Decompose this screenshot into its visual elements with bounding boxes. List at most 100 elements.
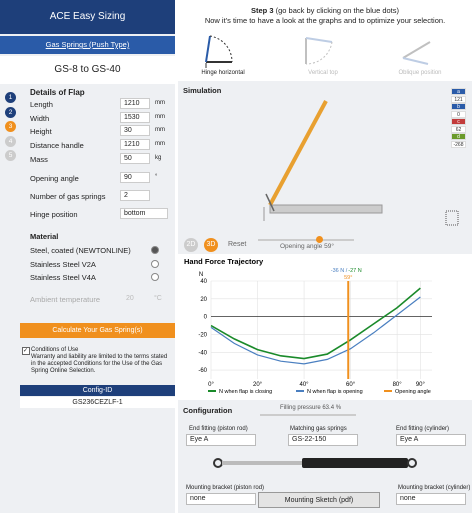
y-tick-label: -60	[198, 368, 207, 374]
field-input[interactable]: 90	[120, 172, 150, 183]
step-dot[interactable]: 1	[5, 92, 16, 103]
select-matching[interactable]: GS-22-150	[288, 434, 358, 446]
ambient-label: Ambient temperature	[30, 295, 101, 304]
x-tick-label: 80°	[393, 382, 403, 388]
material-label: Stainless Steel V4A	[30, 273, 96, 282]
annotation: -27 N	[348, 268, 361, 274]
field-label: Mounting bracket (piston rod)	[186, 485, 265, 491]
option[interactable]: Vertical top	[308, 70, 338, 76]
chart-title: Hand Force Trajectory	[184, 257, 264, 266]
slider-thumb[interactable]	[316, 236, 323, 243]
pressure-track[interactable]	[260, 414, 356, 416]
select-end-fitting-rod[interactable]: Eye A	[186, 434, 256, 446]
field-unit: mm	[155, 113, 165, 120]
field-label: End fitting (cylinder)	[396, 426, 450, 432]
force-chart: Hand Force Trajectory N 40 20 0 -20 -40 -60 0°…	[184, 257, 432, 395]
sidebar	[0, 0, 175, 513]
simulation-drawing	[263, 100, 459, 226]
field-label: Mass	[30, 154, 48, 164]
select-bracket-cyl[interactable]: none	[396, 493, 466, 505]
conditions-title[interactable]: Conditions of Use	[31, 347, 79, 353]
x-tick-label: 40°	[300, 382, 310, 388]
config-id-title: Config-ID	[20, 385, 175, 396]
field-unit: °	[155, 174, 158, 180]
legend-cell: 62	[451, 125, 466, 133]
app-title: ACE Easy Sizing	[0, 0, 175, 34]
conditions-text: Warranty and liability are limited to th…	[31, 354, 168, 374]
slider-track[interactable]	[258, 239, 354, 241]
calculate-button[interactable]: Calculate Your Gas Spring(s)	[20, 323, 175, 338]
option[interactable]: Hinge horizontal	[201, 70, 245, 76]
sketch-button[interactable]: Mounting Sketch (pdf)	[258, 492, 380, 508]
reset-button[interactable]: Reset	[228, 241, 247, 248]
field-input[interactable]: 50	[120, 152, 150, 164]
y-tick-label: 0	[204, 315, 208, 321]
x-tick-label: 90°	[416, 382, 426, 388]
force-line	[210, 296, 421, 365]
field-input[interactable]: bottom	[120, 208, 168, 219]
radio[interactable]	[151, 259, 159, 268]
field-label: Hinge position	[30, 210, 78, 219]
position-icons	[205, 35, 431, 68]
field-input[interactable]: 1530	[120, 111, 150, 123]
field-label: Opening angle	[30, 174, 79, 183]
force-line	[210, 287, 421, 360]
field-label: Length	[30, 100, 53, 109]
option[interactable]: Oblique position	[398, 70, 442, 76]
field-label: Mounting bracket (cylinder)	[398, 485, 471, 491]
field-input[interactable]: 1210	[120, 139, 150, 151]
step-heading: Step 3	[250, 6, 274, 15]
legend-cell: b	[451, 103, 466, 110]
y-tick-label: 40	[200, 279, 207, 285]
spring-image	[213, 458, 417, 468]
step-text: Now it's time to have a look at the grap…	[204, 16, 446, 25]
field-label: Number of gas springs	[30, 192, 106, 201]
simulation-title: Simulation	[183, 86, 222, 95]
filling-pressure: Filling pressure 63.4 %	[280, 405, 342, 411]
y-tick-label: -20	[198, 332, 207, 338]
icon-vertical-top[interactable]	[305, 37, 333, 65]
step-dot[interactable]: 2	[5, 106, 16, 118]
select-end-fitting-cyl[interactable]: Eye A	[396, 434, 466, 446]
material-label: Stainless Steel V2A	[30, 259, 96, 269]
3d-button[interactable]: 3D	[204, 238, 218, 252]
field-label: Distance handle	[30, 141, 84, 151]
icon-oblique[interactable]	[402, 41, 431, 65]
material-label: Steel, coated (NEWTONLINE)	[30, 246, 131, 255]
field-label: Matching gas springs	[290, 426, 347, 432]
field-input[interactable]: 1210	[120, 98, 150, 109]
icon-hinge-horizontal[interactable]	[205, 35, 233, 68]
details-title: Details of Flap	[30, 88, 85, 97]
field-unit: mm	[155, 100, 165, 106]
plot-area	[211, 281, 432, 379]
step-dot[interactable]: 3	[5, 121, 16, 132]
field-input[interactable]: 30	[120, 125, 150, 137]
x-tick-label: 20°	[253, 382, 263, 388]
ambient-unit: °C	[154, 295, 162, 302]
select-bracket-rod[interactable]: none	[186, 493, 256, 505]
step-dot: 4	[5, 135, 16, 147]
annotation: -36 N /	[331, 268, 348, 274]
2d-button[interactable]: 2D	[184, 238, 198, 252]
tab[interactable]: Gas Springs (Push Type)	[0, 36, 175, 54]
field-unit: mm	[155, 141, 165, 148]
field-unit: kg	[155, 154, 162, 161]
material-title: Material	[30, 232, 59, 241]
step-dot: 5	[5, 150, 16, 161]
legend-cell: 121	[451, 95, 466, 103]
radio[interactable]	[151, 246, 159, 254]
field-unit: mm	[155, 127, 165, 134]
legend-label: Opening angle	[395, 389, 431, 395]
slider-label: Opening angle 59°	[280, 243, 334, 250]
legend-cell: c	[451, 118, 466, 125]
y-tick-label: 20	[200, 297, 207, 303]
field-label: Width	[30, 113, 50, 123]
conditions-checkbox[interactable]: ✓	[22, 347, 30, 355]
legend-cell: d	[451, 133, 466, 140]
x-tick-label: 0°	[208, 382, 214, 388]
config-id: GS236CEZLF-1	[20, 397, 175, 408]
configuration-title: Configuration	[183, 406, 233, 415]
radio[interactable]	[151, 273, 159, 281]
field-input[interactable]: 2	[120, 190, 150, 201]
